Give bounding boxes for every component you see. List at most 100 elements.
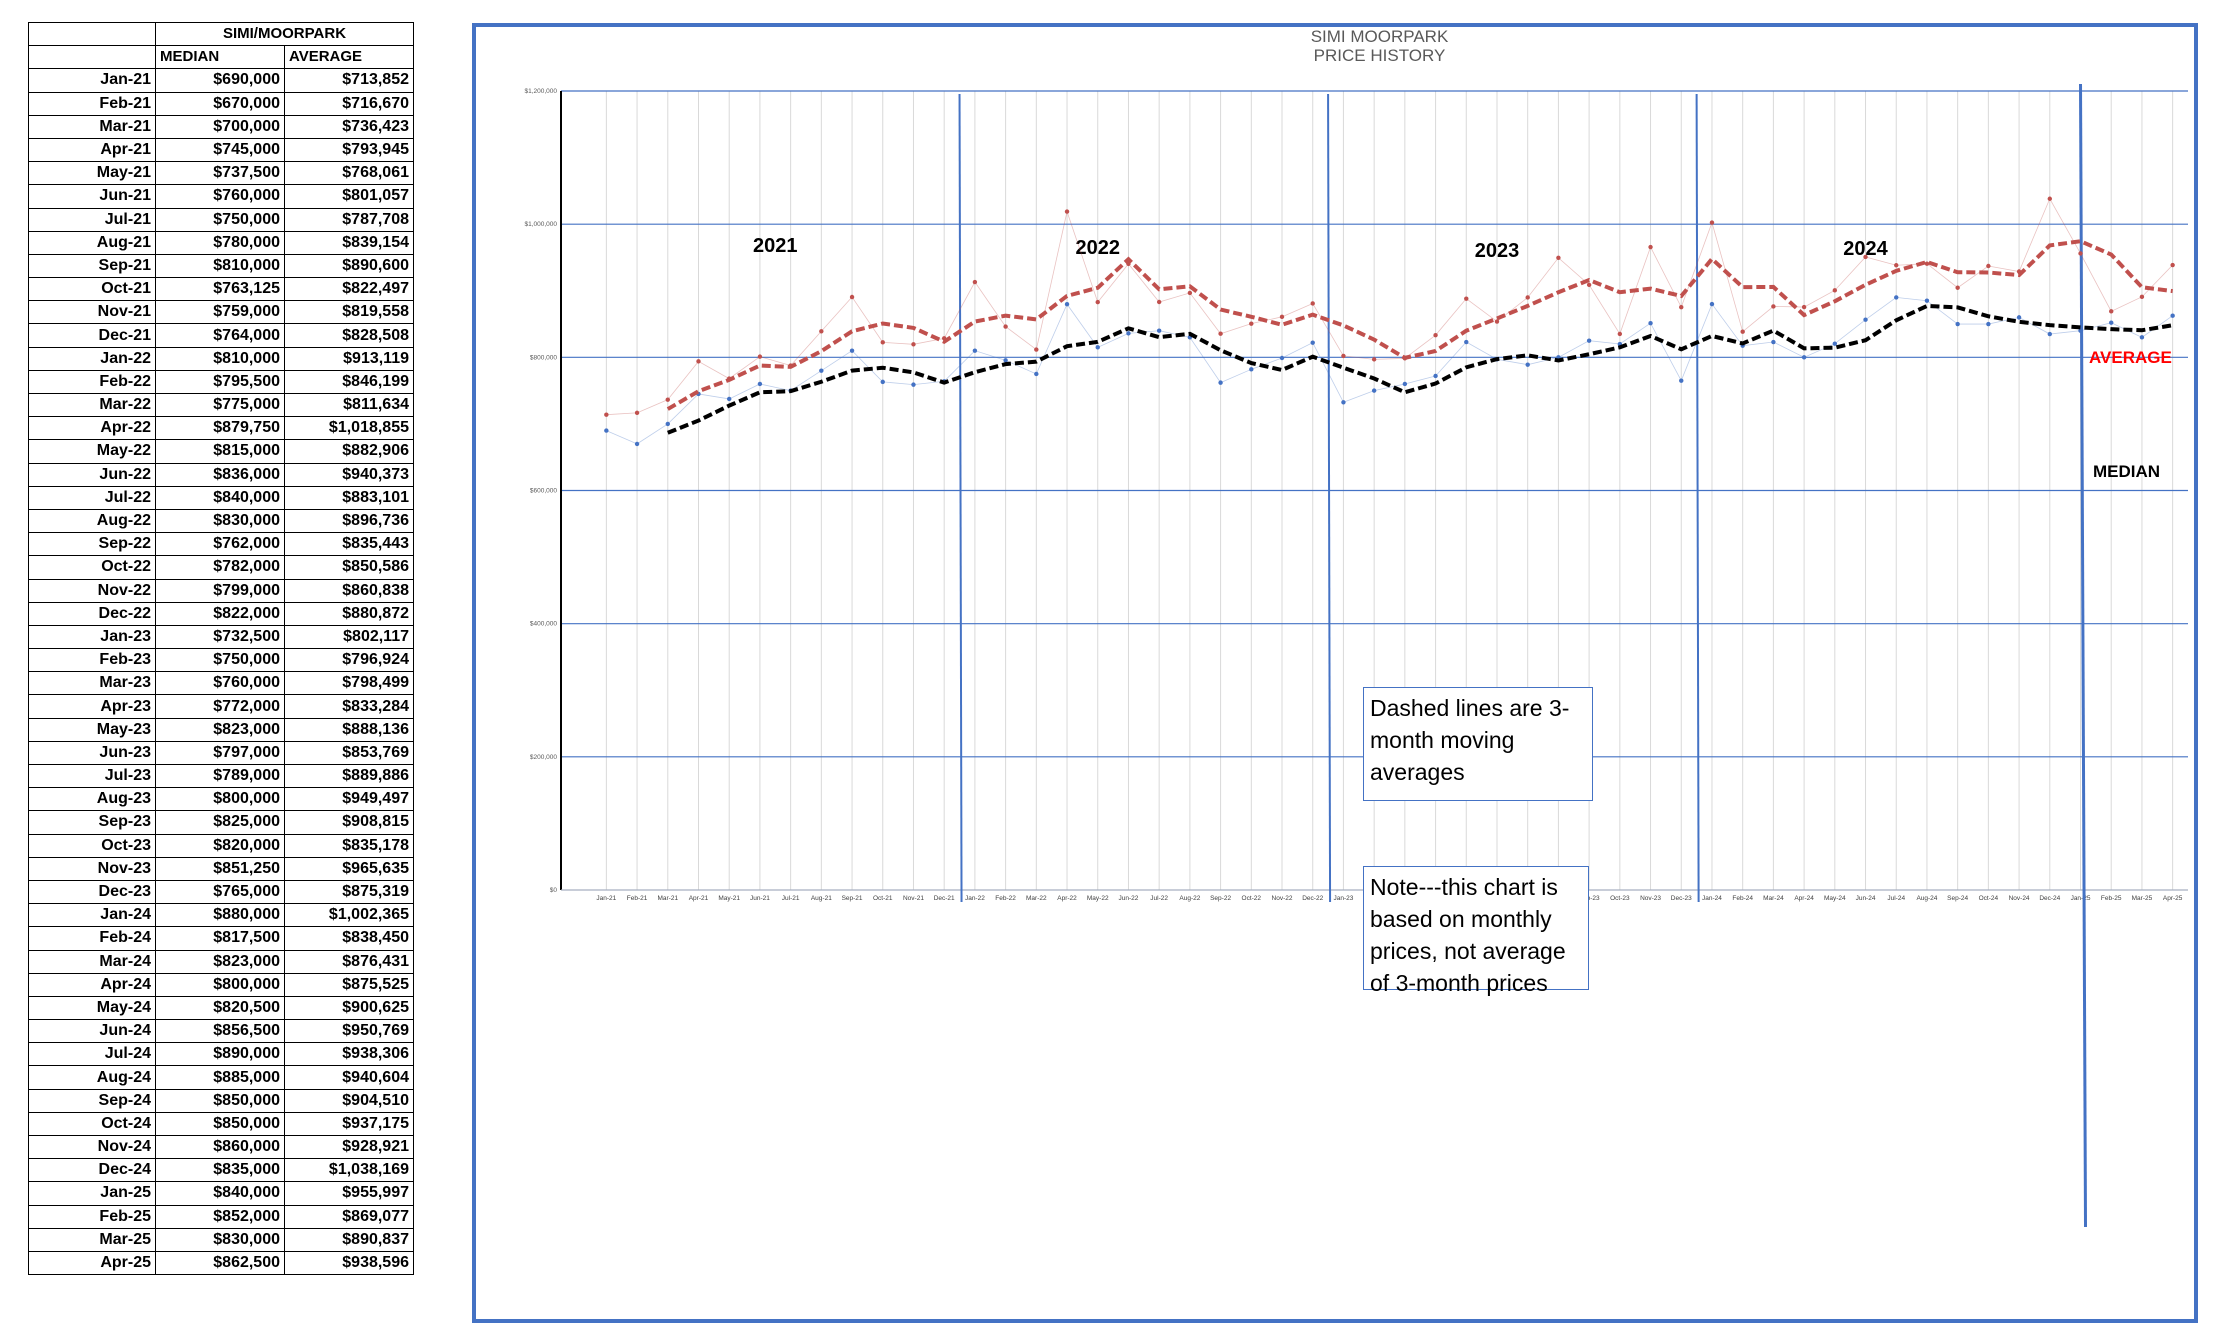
data-point-average [849, 294, 855, 300]
data-point-median [1801, 355, 1807, 360]
table-row: May-21 $737,500 $768,061 [28, 161, 414, 186]
table-cell-median: $823,000 [155, 949, 285, 974]
data-point-median [1310, 340, 1315, 345]
table-cell-month: Oct-24 [28, 1111, 156, 1137]
data-point-average [1617, 331, 1623, 337]
x-tick-label: Mar-22 [1026, 895, 1047, 902]
table-cell-average: $819,558 [284, 300, 414, 325]
x-tick-label: Jan-23 [1333, 895, 1353, 902]
table-row: Mar-23 $760,000 $798,499 [28, 671, 414, 696]
table-row: Aug-23 $800,000 $949,497 [28, 787, 414, 812]
table-cell-month: Jul-23 [28, 763, 156, 789]
table-cell-median: $750,000 [155, 648, 285, 673]
data-point-median [2016, 315, 2022, 320]
x-tick-label: Oct-21 [873, 895, 893, 902]
data-point-average [1279, 314, 1285, 320]
table-row: Dec-24 $835,000 $1,038,169 [28, 1158, 414, 1183]
y-tick-label: $400,000 [530, 621, 557, 628]
x-tick-label: Apr-25 [2163, 895, 2183, 902]
table-cell-median: $765,000 [155, 879, 285, 905]
chart-title: SIMI MOORPARK [1311, 27, 1449, 46]
data-point-average [1771, 304, 1776, 309]
median-moving-average-line [667, 303, 2173, 435]
table-cell-median: $810,000 [155, 346, 285, 371]
table-row: Jan-21 $690,000 $713,852 [28, 68, 414, 93]
data-point-median [911, 382, 916, 387]
data-point-average [1310, 301, 1315, 306]
table-header-cell: AVERAGE [284, 45, 414, 70]
table-cell-month: Jan-21 [28, 68, 156, 93]
table-row: Dec-21 $764,000 $828,508 [28, 323, 414, 348]
table-row: Sep-21 $810,000 $890,600 [28, 253, 414, 279]
table-row: Nov-22 $799,000 $860,838 [28, 578, 414, 603]
table-cell-average: $896,736 [284, 508, 414, 534]
x-tick-label: May-22 [1087, 895, 1109, 902]
table-cell-average: $713,852 [284, 68, 414, 93]
table-row: Jun-22 $836,000 $940,373 [28, 462, 414, 487]
x-tick-label: Sep-22 [1210, 895, 1231, 902]
table-cell-average: $838,450 [284, 926, 414, 951]
table-cell-median: $800,000 [155, 972, 285, 997]
table-cell-average: $876,431 [284, 949, 414, 974]
data-point-average [2109, 309, 2114, 314]
data-point-average [1064, 209, 1070, 214]
table-cell-month: Jul-22 [28, 485, 156, 510]
data-point-average [1034, 347, 1039, 352]
data-point-average [1556, 255, 1561, 260]
data-point-average [757, 354, 763, 359]
table-cell-median: $820,500 [155, 995, 285, 1021]
table-cell-month: Mar-22 [28, 392, 156, 418]
table-cell-median: $732,500 [155, 624, 285, 650]
x-tick-label: Feb-21 [627, 895, 648, 902]
table-title: SIMI/MOORPARK [155, 21, 414, 47]
table-cell-month: Jul-21 [28, 207, 156, 232]
table-cell-median: $764,000 [155, 323, 285, 348]
table-cell-median: $763,125 [155, 277, 285, 302]
table-cell-median: $851,250 [155, 856, 285, 881]
data-point-average [1801, 304, 1807, 310]
x-tick-label: Jun-24 [1856, 895, 1876, 902]
table-cell-month: Dec-23 [28, 879, 156, 905]
data-point-median [727, 396, 732, 402]
table-cell-average: $890,600 [284, 253, 414, 279]
price-table: SIMI/MOORPARK MEDIAN AVERAGE Jan-21 $690,000… [28, 21, 414, 1276]
table-cell-month: Jan-22 [28, 346, 156, 371]
x-tick-label: Mar-21 [657, 895, 678, 902]
table-row: Jan-23 $732,500 $802,117 [28, 624, 414, 650]
table-cell-month: Apr-22 [28, 416, 156, 441]
table-cell-average: $787,708 [284, 207, 414, 232]
table-cell-median: $860,000 [155, 1134, 285, 1160]
table-cell-median: $840,000 [155, 485, 285, 510]
data-point-median [1433, 373, 1438, 379]
data-point-median [1832, 341, 1838, 346]
data-point-median [2170, 313, 2175, 318]
table-cell-average: $798,499 [284, 671, 414, 696]
table-cell-average: $839,154 [284, 230, 414, 255]
table-cell-average: $793,945 [284, 137, 414, 163]
data-point-median [2078, 328, 2083, 333]
data-point-average [2047, 196, 2052, 201]
table-cell-median: $840,000 [155, 1181, 285, 1206]
table-cell-month: Jun-22 [28, 462, 156, 487]
data-point-median [1586, 338, 1592, 343]
year-label: 2022 [1075, 237, 1120, 259]
table-cell-average: $938,596 [284, 1250, 414, 1276]
data-point-median [665, 421, 670, 427]
table-row: Feb-24 $817,500 $838,450 [28, 926, 414, 951]
table-row: Aug-24 $885,000 $940,604 [28, 1065, 414, 1090]
table-row: Jun-21 $760,000 $801,057 [28, 184, 414, 209]
table-cell-median: $880,000 [155, 903, 285, 928]
table-title-blank [28, 21, 156, 47]
data-point-median [972, 348, 978, 353]
x-tick-label: Nov-23 [1640, 895, 1661, 902]
data-point-average [1095, 299, 1100, 305]
table-cell-month: Dec-21 [28, 323, 156, 348]
table-cell-month: Oct-22 [28, 555, 156, 580]
table-row: Jan-22 $810,000 $913,119 [28, 346, 414, 371]
table-row: Mar-25 $830,000 $890,837 [28, 1227, 414, 1252]
data-point-average [1648, 244, 1653, 250]
data-point-median [1464, 339, 1469, 345]
chart-frame: SIMI MOORPARK PRICE HISTORY $0 $200,000 $400… [472, 23, 2198, 1323]
x-tick-label: Sep-24 [1947, 895, 1968, 902]
data-point-average [911, 342, 916, 347]
